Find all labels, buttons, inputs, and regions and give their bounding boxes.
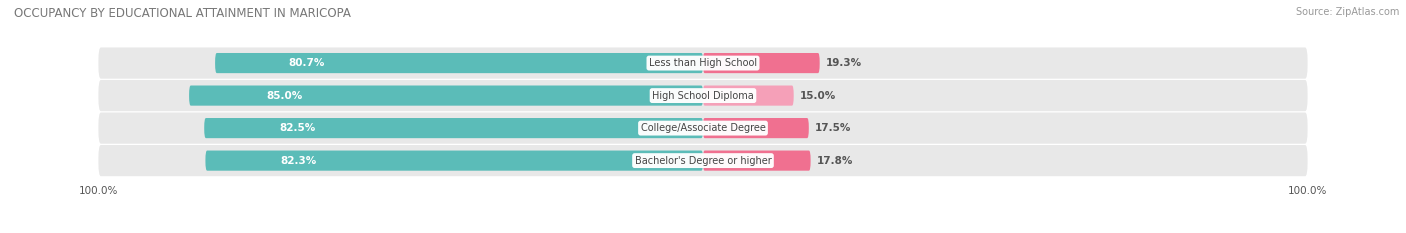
FancyBboxPatch shape — [204, 118, 703, 138]
Text: College/Associate Degree: College/Associate Degree — [641, 123, 765, 133]
FancyBboxPatch shape — [703, 53, 820, 73]
Text: 19.3%: 19.3% — [825, 58, 862, 68]
Text: 82.5%: 82.5% — [278, 123, 315, 133]
FancyBboxPatch shape — [703, 118, 808, 138]
Text: High School Diploma: High School Diploma — [652, 91, 754, 101]
FancyBboxPatch shape — [98, 145, 1308, 176]
Text: 17.8%: 17.8% — [817, 156, 853, 166]
FancyBboxPatch shape — [703, 151, 811, 171]
Text: 80.7%: 80.7% — [288, 58, 325, 68]
FancyBboxPatch shape — [215, 53, 703, 73]
FancyBboxPatch shape — [205, 151, 703, 171]
Text: Source: ZipAtlas.com: Source: ZipAtlas.com — [1295, 7, 1399, 17]
Text: OCCUPANCY BY EDUCATIONAL ATTAINMENT IN MARICOPA: OCCUPANCY BY EDUCATIONAL ATTAINMENT IN M… — [14, 7, 352, 20]
Text: 85.0%: 85.0% — [266, 91, 302, 101]
FancyBboxPatch shape — [188, 86, 703, 106]
Text: Bachelor's Degree or higher: Bachelor's Degree or higher — [634, 156, 772, 166]
Text: Less than High School: Less than High School — [650, 58, 756, 68]
FancyBboxPatch shape — [98, 80, 1308, 111]
Text: 15.0%: 15.0% — [800, 91, 837, 101]
Text: 17.5%: 17.5% — [815, 123, 851, 133]
FancyBboxPatch shape — [98, 48, 1308, 79]
FancyBboxPatch shape — [98, 113, 1308, 144]
Text: 82.3%: 82.3% — [280, 156, 316, 166]
FancyBboxPatch shape — [703, 86, 793, 106]
